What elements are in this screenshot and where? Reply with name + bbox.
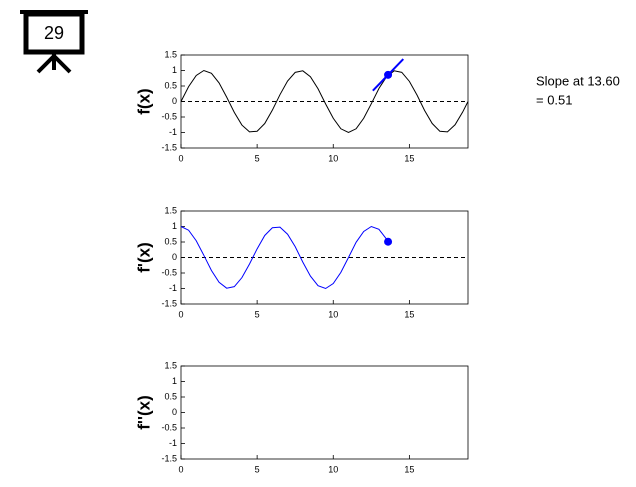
- x-tick-label: 15: [404, 153, 414, 163]
- y-axis-label: f(x): [134, 88, 153, 114]
- x-tick-label: 10: [328, 464, 338, 474]
- x-tick-label: 5: [255, 464, 260, 474]
- y-tick-label: -1.5: [161, 453, 177, 463]
- y-tick-label: -1: [169, 283, 177, 293]
- y-tick-label: 1: [172, 221, 177, 231]
- x-tick-label: 10: [328, 309, 338, 319]
- y-tick-label: -1.5: [161, 298, 177, 308]
- annotation: = 0.51: [536, 92, 573, 107]
- y-tick-label: 0.5: [164, 236, 177, 246]
- badge-icon: 29: [20, 10, 88, 74]
- x-tick-label: 10: [328, 153, 338, 163]
- curve: [180, 69, 469, 134]
- x-tick-label: 0: [178, 464, 183, 474]
- y-tick-label: -0.5: [161, 111, 177, 121]
- y-tick-label: 0: [172, 252, 177, 262]
- y-tick-label: 0.5: [164, 80, 177, 90]
- y-tick-label: 0: [172, 407, 177, 417]
- y-tick-label: -0.5: [161, 422, 177, 432]
- y-tick-label: -0.5: [161, 267, 177, 277]
- annotation: Slope at 13.60: [536, 73, 620, 88]
- x-tick-label: 0: [178, 309, 183, 319]
- y-tick-label: 1.5: [164, 49, 177, 59]
- y-tick-label: 1.5: [164, 205, 177, 215]
- axes-frame: [180, 365, 469, 460]
- badge-label: 29: [44, 23, 64, 43]
- y-tick-label: 1: [172, 65, 177, 75]
- curve: [180, 225, 389, 290]
- x-tick-label: 0: [178, 153, 183, 163]
- point-marker: [384, 237, 393, 246]
- y-tick-label: -1: [169, 438, 177, 448]
- y-tick-label: 1.5: [164, 360, 177, 370]
- y-tick-label: -1.5: [161, 142, 177, 152]
- y-axis-label: f'(x): [134, 242, 153, 272]
- y-tick-label: 0: [172, 96, 177, 106]
- x-tick-label: 15: [404, 464, 414, 474]
- y-tick-label: 1: [172, 376, 177, 386]
- y-tick-label: -1: [169, 127, 177, 137]
- x-tick-label: 15: [404, 309, 414, 319]
- x-tick-label: 5: [255, 153, 260, 163]
- x-tick-label: 5: [255, 309, 260, 319]
- y-axis-label: f''(x): [134, 395, 153, 430]
- point-marker: [384, 70, 393, 79]
- y-tick-label: 0.5: [164, 391, 177, 401]
